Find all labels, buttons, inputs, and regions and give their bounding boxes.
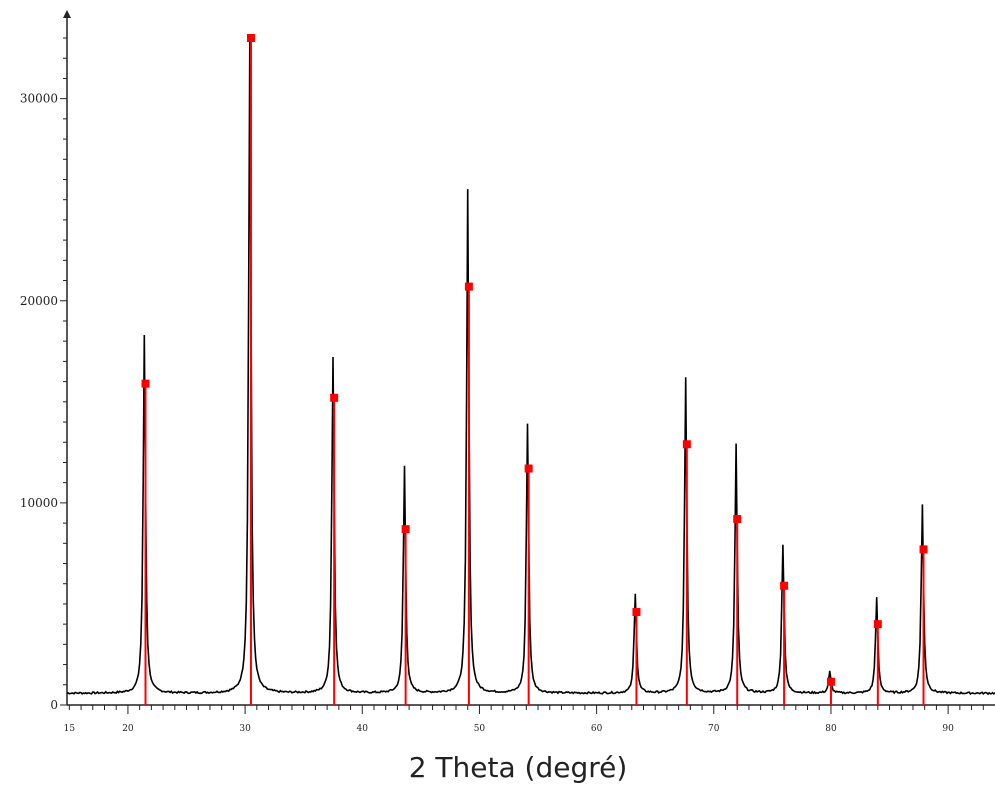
reference-marker xyxy=(632,608,641,617)
x-tick-label: 20 xyxy=(122,724,134,734)
y-tick-label: 0 xyxy=(50,698,58,712)
y-tick-label: 10000 xyxy=(20,496,58,510)
reference-marker xyxy=(524,464,533,473)
x-tick-label: 40 xyxy=(357,724,369,734)
plot-area xyxy=(66,34,995,705)
x-axis: 15 20 30 40 50 60 70 80 90 xyxy=(64,704,995,734)
reference-marker xyxy=(464,282,473,291)
x-tick-label: 90 xyxy=(942,724,954,734)
measured-pattern-line xyxy=(66,37,995,696)
y-tick-label: 30000 xyxy=(20,92,58,106)
reference-marker xyxy=(873,620,882,629)
x-tick-label: 15 xyxy=(64,724,76,734)
reference-marker xyxy=(682,440,691,449)
y-tick-label: 20000 xyxy=(20,294,58,308)
reference-marker xyxy=(780,581,789,590)
reference-marker xyxy=(733,515,742,524)
reference-marker xyxy=(246,34,255,42)
x-tick-label: 70 xyxy=(708,724,720,734)
reference-marker xyxy=(330,393,339,402)
reference-marker xyxy=(919,545,928,554)
reference-marker xyxy=(826,677,835,686)
x-tick-label: 60 xyxy=(591,724,603,734)
x-tick-label: 30 xyxy=(239,724,251,734)
x-tick-label: 80 xyxy=(825,724,837,734)
x-axis-title: 2 Theta (degré) xyxy=(409,751,628,784)
reference-marker xyxy=(401,525,410,534)
reference-marker xyxy=(141,379,150,388)
y-axis-arrow xyxy=(63,10,71,18)
y-axis: 0 10000 20000 30000 xyxy=(20,10,71,712)
x-tick-label: 50 xyxy=(474,724,486,734)
